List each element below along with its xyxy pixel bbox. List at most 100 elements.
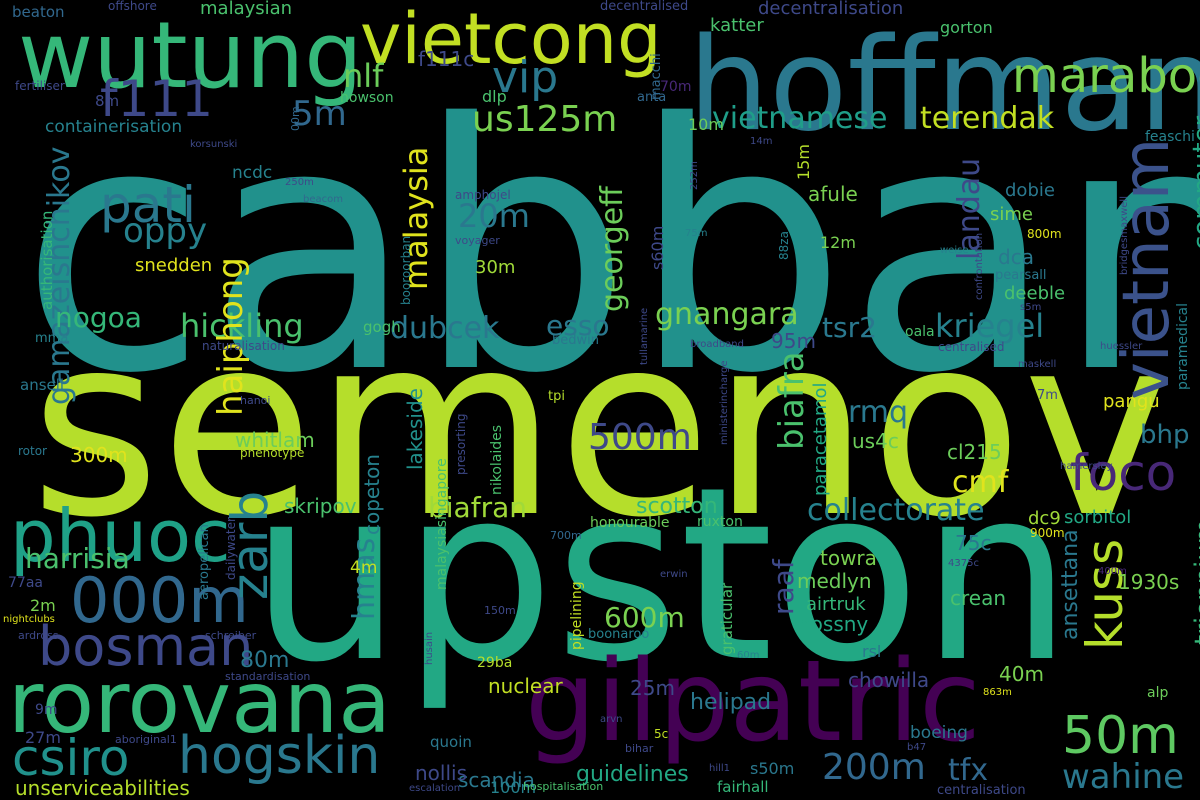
word-nikolaides: nikolaides <box>489 424 505 495</box>
word-75c: 75c <box>955 531 992 555</box>
word-dailywater: dailywater <box>224 517 238 580</box>
word-gogh: gogh <box>363 318 401 336</box>
word-helipad: helipad <box>690 690 772 715</box>
word-centralised: centralised <box>938 340 1005 354</box>
word-erwin: erwin <box>660 569 688 580</box>
word-sorbitol: sorbitol <box>1064 507 1132 528</box>
word-scandia: scandia <box>458 768 535 792</box>
word-f111c: f111c <box>418 47 475 71</box>
word-vip: vip <box>492 52 559 103</box>
word-tpi: tpi <box>548 389 565 404</box>
word-ardross: ardross <box>18 629 59 642</box>
word-100m: 100m <box>490 778 537 797</box>
word-georgeff: georgeff <box>595 186 630 312</box>
word-8m: 8m <box>95 92 120 110</box>
word-nuclear: nuclear <box>488 674 563 698</box>
word-amphojel: amphojel <box>455 188 511 202</box>
word-b47: b47 <box>907 742 927 753</box>
word-pati: pati <box>100 176 196 234</box>
word-80m: 80m <box>240 648 290 673</box>
word-phuoc: phuoc <box>10 494 231 578</box>
word-arvn: arvn <box>600 714 623 725</box>
word-gilpatric: gilpatric <box>525 637 981 767</box>
word-broadband: broadband <box>690 339 744 350</box>
word-rorovana: rorovana <box>8 653 391 753</box>
word-s5m: s5m <box>1020 302 1042 313</box>
word-skripov: skripov <box>284 494 357 518</box>
word-centralisation: centralisation <box>937 783 1026 798</box>
word-nlf: nlf <box>343 57 384 95</box>
word-hamersley: hamersley <box>1060 461 1113 472</box>
word-27m: 27m <box>25 728 61 747</box>
word-s60m: s60m <box>648 225 667 270</box>
word-hogskin: hogskin <box>178 726 381 786</box>
word-anta: anta <box>637 90 667 105</box>
word-csiro: csiro <box>12 729 130 787</box>
word-copeton: copeton <box>360 454 384 535</box>
word-bihar: bihar <box>625 742 654 755</box>
word-afule: afule <box>808 182 858 206</box>
word-weise: weise <box>940 245 969 256</box>
word-confrontation: confrontation <box>974 232 985 300</box>
word-schreiber: schreiber <box>205 629 257 642</box>
word-800m: 800m <box>1027 227 1062 241</box>
word-presorting: presorting <box>454 413 468 475</box>
word-authorisation: authorisation <box>38 210 56 310</box>
word-guidelines: guidelines <box>576 762 689 787</box>
word-graticular: graticular <box>718 582 736 655</box>
word-ncdc: ncdc <box>232 163 273 183</box>
word-naturalisation: naturalisation <box>202 339 285 353</box>
word-tsr2: tsr2 <box>822 311 877 344</box>
word-75m: 75m <box>685 228 708 239</box>
word-ansettana: ansettana <box>1058 529 1083 640</box>
word-dubcek: dubcek <box>390 311 500 346</box>
word-252m: 252m <box>689 161 700 190</box>
word-offshore: offshore <box>108 0 157 13</box>
word-hill1: hill1 <box>709 763 731 774</box>
word-f111: f111 <box>100 70 214 128</box>
word-nogoa: nogoa <box>55 301 142 334</box>
word-harrisia: harrisia <box>25 542 130 575</box>
word-cabban: cabban <box>20 52 1200 448</box>
word-haiphong: haiphong <box>211 257 251 416</box>
word-2m: 2m <box>30 596 56 615</box>
word-ministerincharge: ministerincharge <box>719 360 730 445</box>
word-hossny: hossny <box>798 612 869 636</box>
word-boonaroo: boonaroo <box>588 627 650 642</box>
word-vietnamese: vietnamese <box>712 101 888 136</box>
word-dca: dca <box>998 245 1034 269</box>
word-30m: 30m <box>475 257 516 278</box>
word-feaschi: feaschi <box>1145 129 1195 145</box>
word-phenotype: phenotype <box>240 446 305 460</box>
word-triennium: triennium <box>1190 518 1200 645</box>
word-cmf: cmf <box>952 465 1009 500</box>
word-esso: esso <box>546 309 610 342</box>
word-5c: 5c <box>654 727 669 741</box>
word-oala: oala <box>905 324 935 340</box>
word-lakeside: lakeside <box>403 388 427 470</box>
word-14m: 14m <box>750 136 773 147</box>
word-88za: 88za <box>777 231 791 260</box>
word-500m: 500m <box>588 417 692 458</box>
word-10m: 10m <box>688 115 724 134</box>
word-kriegel: kriegel <box>935 307 1045 345</box>
word-00m: 00m <box>289 106 302 131</box>
word-terendak: terendak <box>920 101 1055 136</box>
word-nightclubs: nightclubs <box>3 614 55 625</box>
word-mma: mma <box>35 331 69 346</box>
word-huessler: huessler <box>1100 341 1143 352</box>
word-cl215: cl215 <box>947 440 1002 464</box>
word-containerisation: containerisation <box>45 117 183 137</box>
word-whitlam: whitlam <box>235 428 315 452</box>
word-pipelining: pipelining <box>569 581 585 650</box>
word-fairhall: fairhall <box>717 778 769 796</box>
word-600m: 600m <box>604 601 685 634</box>
word-escalation: escalation <box>409 783 461 794</box>
word-beaton: beaton <box>12 3 65 21</box>
word-4375c: 4375c <box>948 558 979 569</box>
word-howson: howson <box>340 90 394 106</box>
word-bosman: bosman <box>38 615 254 678</box>
word-12m: 12m <box>820 233 856 252</box>
word-booroorban: booroorban <box>399 235 413 305</box>
word-bhp: bhp <box>1140 420 1190 450</box>
